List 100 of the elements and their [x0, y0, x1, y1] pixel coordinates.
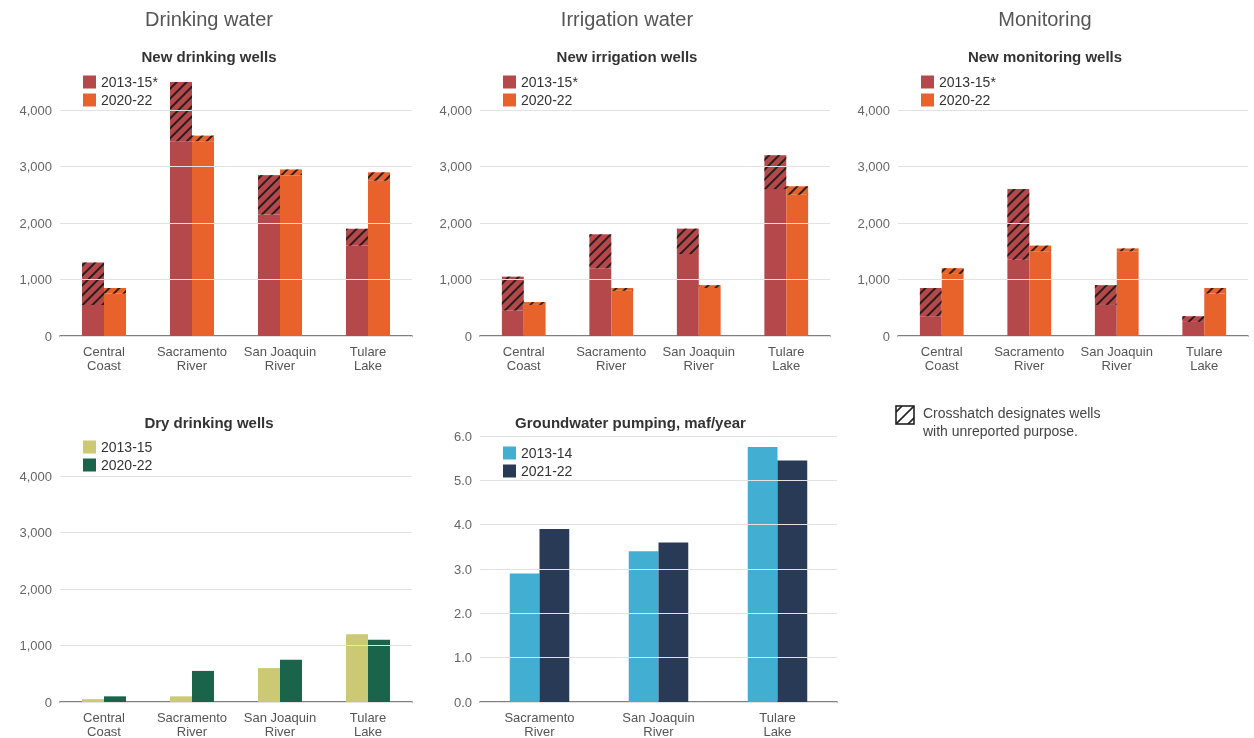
x-tick-label: San Joaquin River: [662, 343, 735, 373]
x-tick-label: Tulare Lake: [759, 709, 796, 738]
x-tick-label: San Joaquin River: [622, 709, 695, 738]
y-tick-label: 1,000: [857, 272, 890, 287]
y-tick-label: 0: [464, 328, 472, 344]
y-tick-label: 3,000: [439, 159, 472, 174]
bar: [192, 141, 214, 336]
y-tick-label: 0: [44, 328, 52, 344]
bar: [589, 268, 612, 336]
y-tick-label: 1,000: [19, 638, 52, 653]
y-tick-label: 3.0: [453, 561, 472, 577]
x-tick-label: Central Coast: [920, 343, 963, 373]
bar: [368, 180, 390, 336]
bar: [676, 254, 699, 336]
y-tick-label: 4,000: [857, 102, 890, 118]
bar: [1029, 251, 1052, 336]
bar: [658, 542, 689, 702]
y-tick-label: 3,000: [19, 159, 52, 175]
legend-label: 2020-22: [939, 92, 991, 108]
x-tick-label: San Joaquin River: [243, 343, 317, 373]
bar: [346, 634, 368, 702]
bar: [941, 273, 964, 336]
bar: [777, 460, 808, 702]
y-tick-label: 1,000: [19, 272, 52, 288]
x-tick-label: Central Coast: [83, 709, 126, 738]
x-tick-label: Sacramento River: [156, 343, 228, 373]
bar: [628, 551, 659, 702]
bar: [104, 696, 126, 702]
bar: [747, 447, 778, 702]
bar: [764, 189, 787, 336]
text: Crosshatch designates wells with unreported purpose.: [923, 404, 1102, 440]
bar: [1116, 251, 1139, 336]
bar: [82, 699, 104, 702]
bar: [280, 175, 302, 336]
y-tick-label: 1,000: [439, 272, 472, 287]
y-tick-label: 1.0: [453, 650, 472, 666]
bar: [1094, 304, 1117, 336]
chart-title: New monitoring wells: [967, 48, 1123, 65]
chart-title: Dry drinking wells: [144, 414, 274, 431]
y-tick-label: 0: [882, 328, 890, 344]
bar: [698, 287, 721, 336]
bar: [611, 290, 634, 336]
x-tick-label: Sacramento River: [576, 343, 647, 373]
text: Irrigation water: [560, 8, 694, 30]
legend-label: 2013-15*: [939, 74, 997, 90]
x-tick-label: Tulare Lake: [349, 343, 387, 373]
legend-label: 2020-22: [101, 457, 153, 473]
chart-title: New irrigation wells: [556, 48, 698, 65]
bar: [523, 304, 546, 336]
x-tick-label: Sacramento River: [504, 709, 575, 738]
x-tick-label: Tulare Lake: [349, 709, 387, 738]
legend-label: 2021-22: [521, 463, 573, 479]
x-tick-label: Tulare Lake: [768, 343, 805, 373]
y-tick-label: 3,000: [19, 525, 52, 540]
y-tick-label: 6.0: [453, 428, 472, 444]
y-tick-label: 0.0: [453, 694, 472, 710]
bar: [509, 573, 540, 702]
x-tick-label: Central Coast: [502, 343, 545, 373]
bar: [192, 670, 214, 702]
legend-label: 2020-22: [101, 92, 153, 108]
legend-label: 2013-14: [521, 445, 573, 461]
bar: [280, 659, 302, 702]
y-tick-label: 2,000: [19, 215, 52, 231]
bar: [786, 194, 809, 336]
y-tick-label: 2,000: [857, 215, 890, 231]
x-tick-label: San Joaquin River: [1080, 343, 1153, 373]
y-tick-label: 4,000: [439, 102, 472, 118]
y-tick-label: 4,000: [19, 468, 52, 484]
chart-title: New drinking wells: [141, 48, 277, 65]
y-tick-label: 2,000: [439, 215, 472, 231]
x-tick-label: Sacramento River: [156, 709, 228, 738]
bar: [258, 668, 280, 702]
x-tick-label: Central Coast: [83, 343, 126, 373]
y-tick-label: 2,000: [19, 581, 52, 597]
y-tick-label: 4,000: [19, 102, 52, 118]
x-tick-label: Sacramento River: [994, 343, 1065, 373]
text: Monitoring: [998, 8, 1092, 30]
y-tick-label: 0: [44, 694, 52, 710]
bar: [1007, 259, 1030, 336]
bar: [170, 696, 192, 702]
x-tick-label: San Joaquin River: [243, 709, 317, 738]
y-tick-label: 2.0: [453, 605, 472, 621]
bar: [82, 304, 104, 336]
bar: [368, 639, 390, 702]
bar: [346, 245, 368, 336]
y-tick-label: 4.0: [453, 517, 472, 533]
bar: [104, 293, 126, 336]
bar: [1204, 293, 1227, 336]
text: Drinking water: [145, 8, 274, 30]
x-tick-label: Tulare Lake: [1186, 343, 1223, 373]
y-tick-label: 3,000: [857, 159, 890, 174]
chart-title: Groundwater pumping, maf/year: [515, 414, 747, 431]
bar: [501, 310, 524, 336]
legend-label: 2020-22: [521, 92, 573, 108]
legend-label: 2013-15*: [521, 74, 579, 90]
legend-label: 2013-15: [101, 439, 153, 455]
bar: [258, 214, 280, 336]
legend-label: 2013-15*: [101, 74, 159, 90]
bar: [539, 529, 570, 702]
bar: [1182, 321, 1205, 336]
